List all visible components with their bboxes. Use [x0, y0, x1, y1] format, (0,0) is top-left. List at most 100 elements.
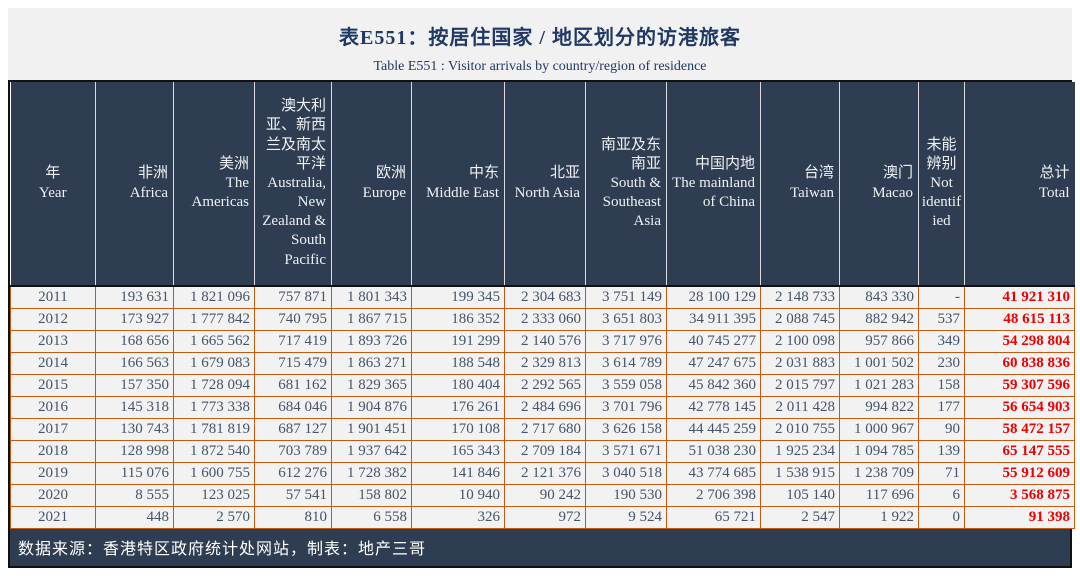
- value-cell: 2 011 428: [760, 396, 840, 419]
- column-header-4: 欧洲 Europe: [331, 82, 412, 286]
- value-cell: 117 696: [839, 484, 919, 507]
- value-cell: 537: [918, 308, 965, 331]
- value-cell: 687 127: [254, 418, 332, 441]
- value-cell: 130 743: [95, 418, 174, 441]
- value-cell: 90: [918, 418, 965, 441]
- year-cell: 2013: [10, 330, 96, 353]
- column-header-zh: 台湾: [803, 165, 834, 182]
- value-cell: 810: [254, 506, 332, 529]
- value-cell: 2 333 060: [504, 308, 586, 331]
- year-cell: 2014: [10, 352, 96, 375]
- value-cell: 972: [504, 506, 586, 529]
- total-cell: 59 307 596: [964, 374, 1075, 397]
- column-header-zh: 年: [45, 165, 61, 182]
- table-row: 2016 145 318 1 773 338 684 046 1 904 876 176 …: [10, 396, 1075, 419]
- value-cell: 1 904 876: [331, 396, 412, 419]
- value-cell: 188 548: [411, 352, 505, 375]
- column-header-zh: 总计: [1039, 165, 1070, 182]
- table-row: 2020 8 555 123 025 57 541 158 802 10 940 90 24…: [10, 484, 1075, 507]
- value-cell: 2 304 683: [504, 285, 586, 309]
- value-cell: 34 911 395: [666, 308, 761, 331]
- value-cell: 2 547: [760, 506, 840, 529]
- value-cell: 3 626 158: [585, 418, 667, 441]
- value-cell: 1 863 271: [331, 352, 412, 375]
- title-area: 表E551：按居住国家 / 地区划分的访港旅客 Table E551 : Vis…: [8, 8, 1072, 80]
- column-header-12: 总计 Total: [964, 82, 1075, 286]
- value-cell: 1 925 234: [760, 440, 840, 463]
- column-header-en: The mainland of China: [672, 174, 755, 211]
- value-cell: 1 801 343: [331, 285, 412, 309]
- table-row: 2014 166 563 1 679 083 715 479 1 863 271 188 …: [10, 352, 1075, 375]
- value-cell: 1 001 502: [839, 352, 919, 375]
- year-cell: 2017: [10, 418, 96, 441]
- value-cell: 3 559 058: [585, 374, 667, 397]
- value-cell: 717 419: [254, 330, 332, 353]
- total-cell: 54 298 804: [964, 330, 1075, 353]
- year-cell: 2021: [10, 506, 96, 529]
- column-header-en: Taiwan: [790, 184, 834, 201]
- value-cell: 994 822: [839, 396, 919, 419]
- value-cell: 176 261: [411, 396, 505, 419]
- value-cell: 1 728 382: [331, 462, 412, 485]
- value-cell: 10 940: [411, 484, 505, 507]
- column-header-9: 台湾 Taiwan: [760, 82, 840, 286]
- source-note: 数据来源：香港特区政府统计处网站，制表：地产三哥: [10, 529, 1070, 566]
- value-cell: 3 651 803: [585, 308, 667, 331]
- value-cell: 230: [918, 352, 965, 375]
- year-cell: 2011: [10, 285, 96, 309]
- value-cell: 1 867 715: [331, 308, 412, 331]
- table-body: 2011 193 631 1 821 096 757 871 1 801 343 199 …: [10, 285, 1075, 529]
- value-cell: 139: [918, 440, 965, 463]
- value-cell: 2 015 797: [760, 374, 840, 397]
- value-cell: 1 600 755: [173, 462, 255, 485]
- value-cell: 1 937 642: [331, 440, 412, 463]
- column-header-zh: 中东: [468, 165, 499, 182]
- column-header-5: 中东 Middle East: [411, 82, 505, 286]
- value-cell: 740 795: [254, 308, 332, 331]
- value-cell: 349: [918, 330, 965, 353]
- page: 表E551：按居住国家 / 地区划分的访港旅客 Table E551 : Vis…: [8, 0, 1075, 568]
- value-cell: 43 774 685: [666, 462, 761, 485]
- value-cell: 2 100 098: [760, 330, 840, 353]
- year-cell: 2015: [10, 374, 96, 397]
- value-cell: 1 094 785: [839, 440, 919, 463]
- table-row: 2012 173 927 1 777 842 740 795 1 867 715 186 …: [10, 308, 1075, 331]
- value-cell: 681 162: [254, 374, 332, 397]
- year-cell: 2019: [10, 462, 96, 485]
- column-header-zh: 非洲: [137, 165, 168, 182]
- value-cell: 612 276: [254, 462, 332, 485]
- total-cell: 65 147 555: [964, 440, 1075, 463]
- total-cell: 91 398: [964, 506, 1075, 529]
- value-cell: 1 829 365: [331, 374, 412, 397]
- value-cell: 191 299: [411, 330, 505, 353]
- header-row: 年 Year 非洲 Africa 美洲 The Americas 澳大利亚、新西兰及南太平洋…: [10, 82, 1075, 286]
- column-header-10: 澳门 Macao: [839, 82, 919, 286]
- value-cell: 2 484 696: [504, 396, 586, 419]
- total-cell: 55 912 609: [964, 462, 1075, 485]
- value-cell: 105 140: [760, 484, 840, 507]
- table-frame: 年 Year 非洲 Africa 美洲 The Americas 澳大利亚、新西兰及南太平洋…: [8, 80, 1075, 568]
- value-cell: 1 728 094: [173, 374, 255, 397]
- value-cell: 158: [918, 374, 965, 397]
- column-header-en: The Americas: [191, 174, 249, 211]
- table-row: 2021 448 2 570 810 6 558 326 972 9 524 65 721 2 5…: [10, 506, 1075, 529]
- value-cell: 45 842 360: [666, 374, 761, 397]
- arrivals-table: 年 Year 非洲 Africa 美洲 The Americas 澳大利亚、新西兰及南太平洋…: [10, 82, 1075, 529]
- value-cell: 1 665 562: [173, 330, 255, 353]
- value-cell: 51 038 230: [666, 440, 761, 463]
- value-cell: 6 558: [331, 506, 412, 529]
- value-cell: 2 088 745: [760, 308, 840, 331]
- column-header-0: 年 Year: [10, 82, 96, 286]
- value-cell: 2 709 184: [504, 440, 586, 463]
- column-header-en: Africa: [129, 184, 168, 201]
- column-header-zh: 澳大利亚、新西兰及南太平洋: [265, 98, 326, 172]
- value-cell: 177: [918, 396, 965, 419]
- value-cell: 180 404: [411, 374, 505, 397]
- value-cell: 2 010 755: [760, 418, 840, 441]
- value-cell: 715 479: [254, 352, 332, 375]
- column-header-en: South & Southeast Asia: [602, 174, 661, 230]
- value-cell: 168 656: [95, 330, 174, 353]
- table-header: 年 Year 非洲 Africa 美洲 The Americas 澳大利亚、新西兰及南太平洋…: [10, 82, 1075, 286]
- total-cell: 58 472 157: [964, 418, 1075, 441]
- value-cell: 128 998: [95, 440, 174, 463]
